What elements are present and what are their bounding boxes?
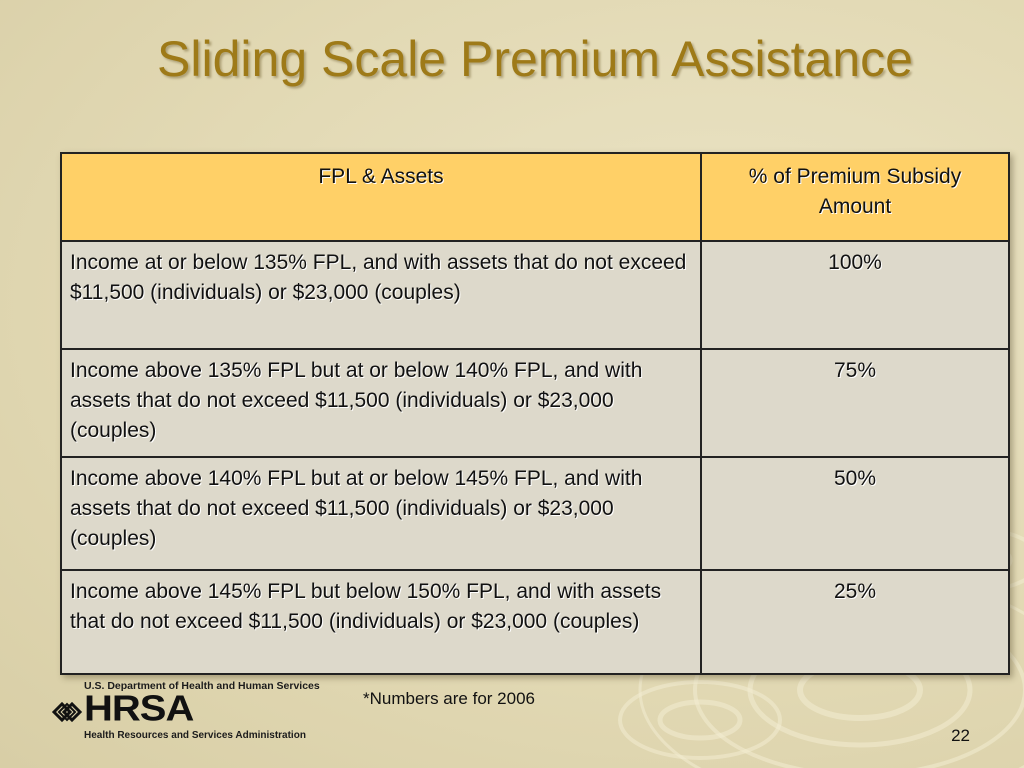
table-row: Income above 140% FPL but at or below 14…: [60, 456, 1010, 571]
condition-cell: Income at or below 135% FPL, and with as…: [60, 240, 702, 350]
condition-cell: Income above 140% FPL but at or below 14…: [60, 456, 702, 571]
slide-title: Sliding Scale Premium Assistance: [157, 31, 913, 87]
percent-cell: 100%: [700, 240, 1010, 350]
header-fpl-assets: FPL & Assets: [60, 152, 702, 242]
header-premium-subsidy: % of Premium Subsidy Amount: [700, 152, 1010, 242]
percent-cell: 50%: [700, 456, 1010, 571]
percent-cell: 25%: [700, 569, 1010, 675]
footnote: *Numbers are for 2006: [363, 689, 535, 708]
table-header-row: FPL & Assets % of Premium Subsidy Amount: [60, 152, 1010, 242]
logo-department-text: U.S. Department of Health and Human Serv…: [84, 680, 320, 692]
page-number: 22: [951, 726, 970, 745]
logo-wordmark: HRSA: [84, 689, 194, 729]
hrsa-knot-icon: [51, 701, 83, 723]
subsidy-table: FPL & Assets % of Premium Subsidy Amount…: [60, 152, 1010, 675]
condition-cell: Income above 135% FPL but at or below 14…: [60, 348, 702, 458]
condition-cell: Income above 145% FPL but below 150% FPL…: [60, 569, 702, 675]
hrsa-logo: U.S. Department of Health and Human Serv…: [50, 680, 320, 746]
table-row: Income above 135% FPL but at or below 14…: [60, 348, 1010, 458]
table-row: Income at or below 135% FPL, and with as…: [60, 240, 1010, 350]
logo-subtitle-text: Health Resources and Services Administra…: [84, 730, 306, 741]
percent-cell: 75%: [700, 348, 1010, 458]
table-row: Income above 145% FPL but below 150% FPL…: [60, 569, 1010, 675]
